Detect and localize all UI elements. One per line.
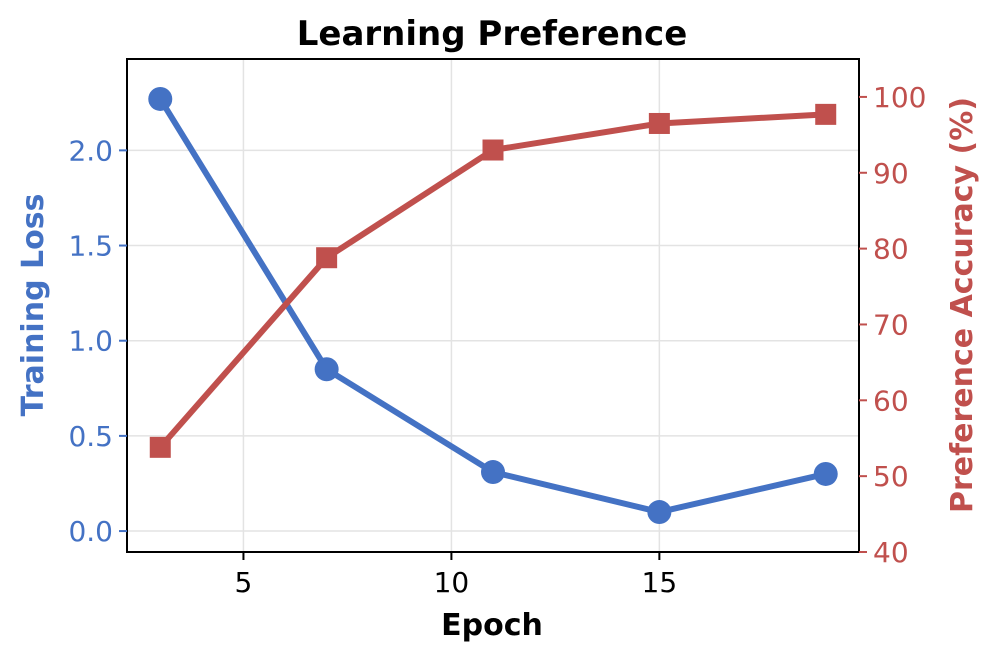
chart-title: Learning Preference bbox=[297, 14, 688, 54]
data-point-training-loss bbox=[647, 500, 672, 525]
x-tick-label: 15 bbox=[642, 566, 678, 599]
y-tick-label-right: 80 bbox=[873, 233, 909, 266]
series-layer bbox=[148, 86, 838, 525]
data-point-training-loss bbox=[481, 460, 505, 485]
x-axis-label: Epoch bbox=[441, 608, 543, 643]
ticks: 5 10 15 0.0 0.5 1.0 1.5 2.0 40 50 60 70 80 90 100 bbox=[68, 81, 926, 599]
y-tick-label-right: 60 bbox=[873, 384, 909, 417]
y-tick-label-right: 50 bbox=[873, 460, 909, 493]
data-point-training-loss bbox=[148, 86, 173, 111]
data-point-preference-accuracy bbox=[482, 139, 504, 161]
y-tick-label-right: 40 bbox=[873, 536, 909, 569]
data-point-preference-accuracy bbox=[648, 112, 670, 134]
data-point-training-loss bbox=[314, 357, 339, 382]
y-tick-label-right: 70 bbox=[873, 308, 909, 341]
grid bbox=[127, 59, 859, 552]
plot-frame bbox=[126, 58, 860, 553]
y-tick-label-right: 100 bbox=[873, 81, 926, 114]
data-point-preference-accuracy bbox=[815, 103, 837, 125]
data-point-preference-accuracy bbox=[316, 247, 338, 269]
y-tick-label-left: 2.0 bbox=[68, 134, 113, 167]
data-point-training-loss bbox=[813, 461, 838, 486]
x-tick-label: 10 bbox=[434, 566, 470, 599]
x-tick-label: 5 bbox=[235, 566, 253, 599]
y-axis-label-right: Preference Accuracy (%) bbox=[945, 97, 980, 513]
y-tick-label-left: 1.5 bbox=[68, 230, 113, 263]
data-point-preference-accuracy bbox=[149, 436, 171, 458]
y-tick-label-left: 0.0 bbox=[68, 515, 113, 548]
y-axis-label-left: Training Loss bbox=[16, 194, 51, 417]
y-tick-label-left: 0.5 bbox=[68, 420, 113, 453]
y-tick-label-left: 1.0 bbox=[68, 325, 113, 358]
y-tick-label-right: 90 bbox=[873, 157, 909, 190]
